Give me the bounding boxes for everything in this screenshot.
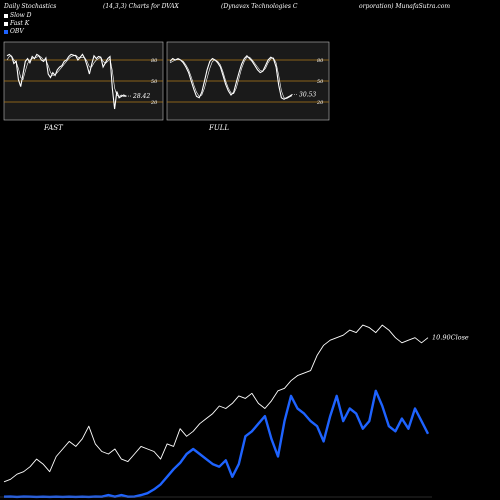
legend-obv-swatch [4, 29, 8, 34]
chart-header-company: (Dynavax Technologies C [221, 3, 298, 10]
legend-slow-d-label: Slow D [10, 12, 32, 19]
legend-obv-label: OBV [10, 28, 24, 35]
last-value-label: 30.53 [299, 92, 316, 99]
chart-header-site: orporation) MunafaSutra.com [359, 3, 451, 10]
legend-obv: OBV [4, 28, 24, 35]
price-obv-chart: 10.90Close [0, 324, 469, 499]
level-label-80: 80 [151, 58, 158, 64]
legend-fast-k: Fast K [4, 20, 29, 27]
level-label-50: 50 [317, 79, 324, 85]
full-panel-label: FULL [209, 124, 230, 132]
level-label-50: 50 [151, 79, 158, 85]
level-label-20: 20 [316, 100, 324, 106]
fast-k-line [169, 54, 293, 100]
chart-header-left: Daily Stochastics [4, 3, 57, 10]
slow-d-line [6, 54, 126, 97]
legend-fast-k-label: Fast K [10, 20, 30, 27]
level-label-80: 80 [317, 58, 324, 64]
fast-panel-label: FAST [44, 124, 63, 132]
slow-d-line [169, 56, 293, 99]
last-value-label: 28.42 [132, 93, 150, 100]
fast-k-line [6, 53, 127, 110]
legend-slow-d-swatch [4, 13, 8, 18]
close-last-label: 10.90Close [432, 334, 469, 342]
legend-fast-k-swatch [4, 21, 8, 26]
legend-slow-d: Slow D [4, 12, 32, 19]
chart-header-center: (14,3,3) Charts for DVAX [103, 3, 179, 10]
level-label-20: 20 [150, 100, 158, 106]
close-line [3, 324, 429, 483]
